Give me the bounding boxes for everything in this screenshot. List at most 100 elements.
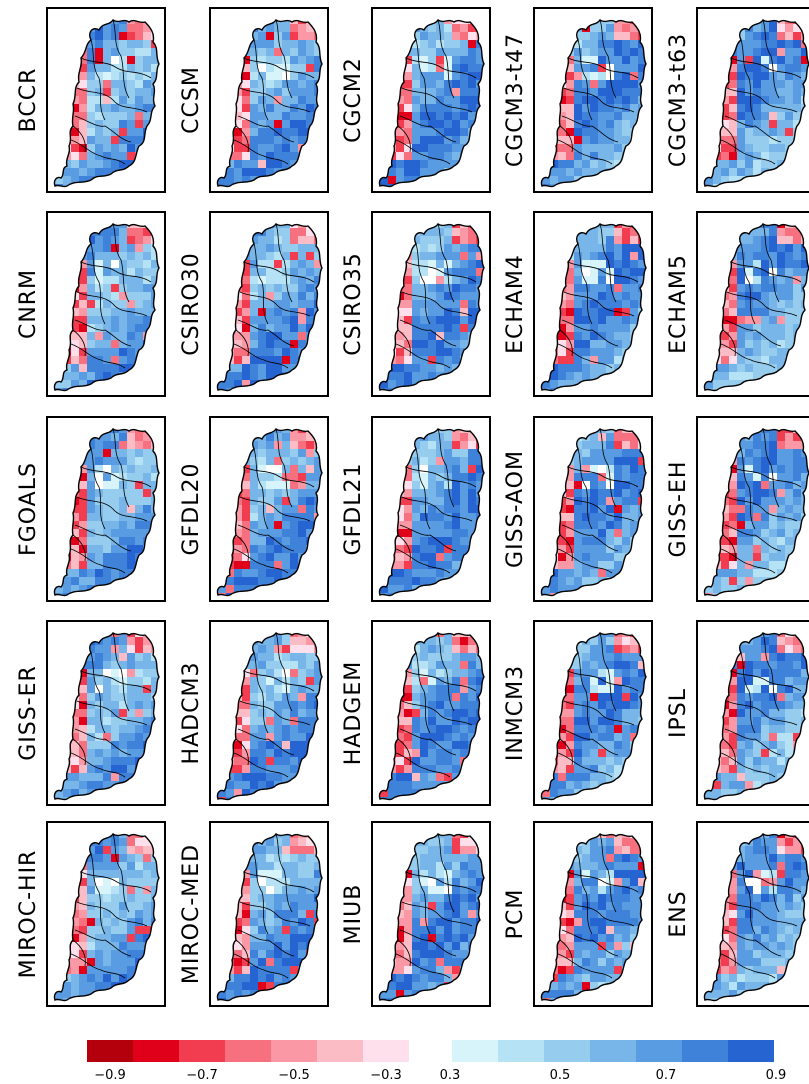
country-border bbox=[599, 633, 617, 712]
country-border bbox=[275, 834, 293, 913]
country-border bbox=[74, 728, 132, 756]
colorbar-negative-swatch bbox=[133, 1040, 179, 1062]
coastline bbox=[216, 632, 323, 801]
country-border bbox=[577, 39, 593, 121]
country-border bbox=[70, 752, 126, 778]
country-border bbox=[70, 548, 126, 574]
country-border bbox=[70, 953, 126, 979]
country-border bbox=[405, 466, 477, 488]
country-border bbox=[233, 752, 289, 778]
country-border bbox=[74, 929, 132, 957]
country-border bbox=[76, 291, 148, 317]
country-border bbox=[557, 953, 613, 979]
model-label: ECHAM4 bbox=[503, 254, 528, 354]
country-border bbox=[399, 929, 457, 957]
country-border bbox=[726, 700, 798, 726]
country-border bbox=[405, 261, 477, 283]
colorbar-positive-swatch bbox=[498, 1040, 544, 1062]
country-border bbox=[76, 496, 148, 522]
map-panel-hadgem bbox=[371, 620, 491, 806]
country-border bbox=[559, 329, 573, 357]
country-border bbox=[72, 329, 86, 357]
map-panel-fgoals bbox=[46, 416, 166, 602]
map-panel-echam4 bbox=[533, 211, 653, 397]
country-border bbox=[90, 652, 106, 734]
country-border bbox=[726, 496, 798, 522]
model-label: INMCM3 bbox=[503, 665, 528, 761]
coastline bbox=[703, 428, 809, 597]
country-border bbox=[730, 871, 802, 893]
country-border bbox=[720, 343, 776, 369]
map-panel-cgcm3-t47 bbox=[533, 7, 653, 193]
model-label: PCM bbox=[503, 889, 528, 940]
country-border bbox=[405, 57, 477, 79]
country-border bbox=[724, 929, 782, 957]
coastline bbox=[216, 19, 323, 188]
map-panel-miub bbox=[371, 821, 491, 1007]
country-border bbox=[722, 329, 736, 357]
country-border bbox=[740, 448, 756, 530]
map-panel-csiro30 bbox=[209, 211, 329, 397]
map-panel-cgcm2 bbox=[371, 7, 491, 193]
country-border bbox=[740, 652, 756, 734]
map-panel-inmcm3 bbox=[533, 620, 653, 806]
country-border bbox=[74, 115, 132, 143]
country-border bbox=[577, 448, 593, 530]
map-panel-ens bbox=[696, 821, 809, 1007]
model-label: CNRM bbox=[16, 269, 41, 339]
country-border bbox=[599, 429, 617, 508]
country-border bbox=[563, 496, 635, 522]
coastline bbox=[378, 632, 485, 801]
country-border bbox=[730, 466, 802, 488]
country-border bbox=[76, 901, 148, 927]
colorbar-tick-label: 0.9 bbox=[766, 1068, 787, 1083]
country-border bbox=[90, 853, 106, 935]
coastline bbox=[53, 833, 160, 1002]
coastline bbox=[703, 19, 809, 188]
country-border bbox=[577, 652, 593, 734]
country-border bbox=[239, 87, 311, 113]
country-border bbox=[80, 871, 152, 893]
model-label: ENS bbox=[666, 890, 691, 937]
country-border bbox=[762, 834, 780, 913]
country-border bbox=[112, 429, 130, 508]
colorbar-tick-label: 0.5 bbox=[550, 1068, 571, 1083]
country-border bbox=[112, 633, 130, 712]
country-border bbox=[722, 125, 736, 153]
country-border bbox=[567, 466, 639, 488]
coastline bbox=[53, 223, 160, 392]
country-border bbox=[437, 633, 455, 712]
coastline bbox=[378, 428, 485, 597]
country-border bbox=[399, 524, 457, 552]
map-panel-giss-er bbox=[46, 620, 166, 806]
map-panel-giss-aom bbox=[533, 416, 653, 602]
country-border bbox=[762, 20, 780, 99]
country-border bbox=[253, 853, 269, 935]
colorbar-negative-swatch bbox=[179, 1040, 225, 1062]
country-border bbox=[275, 633, 293, 712]
country-border bbox=[567, 670, 639, 692]
model-label: CSIRO30 bbox=[179, 252, 204, 355]
coastline bbox=[216, 223, 323, 392]
country-border bbox=[563, 291, 635, 317]
country-border bbox=[599, 20, 617, 99]
country-border bbox=[561, 524, 619, 552]
country-border bbox=[557, 548, 613, 574]
map-panel-ccsm bbox=[209, 7, 329, 193]
coastline bbox=[53, 19, 160, 188]
country-border bbox=[237, 728, 295, 756]
country-border bbox=[80, 466, 152, 488]
country-border bbox=[720, 548, 776, 574]
country-border bbox=[557, 752, 613, 778]
colorbar-positive-swatch bbox=[682, 1040, 728, 1062]
map-panel-cnrm bbox=[46, 211, 166, 397]
country-border bbox=[762, 429, 780, 508]
colorbar-negative-swatch bbox=[225, 1040, 271, 1062]
colorbar-positive-swatch bbox=[590, 1040, 636, 1062]
coastline bbox=[540, 19, 647, 188]
country-border bbox=[722, 939, 736, 967]
country-border bbox=[80, 261, 152, 283]
coastline bbox=[540, 632, 647, 801]
country-border bbox=[239, 496, 311, 522]
colorbar-tick-label: −0.9 bbox=[94, 1068, 126, 1083]
